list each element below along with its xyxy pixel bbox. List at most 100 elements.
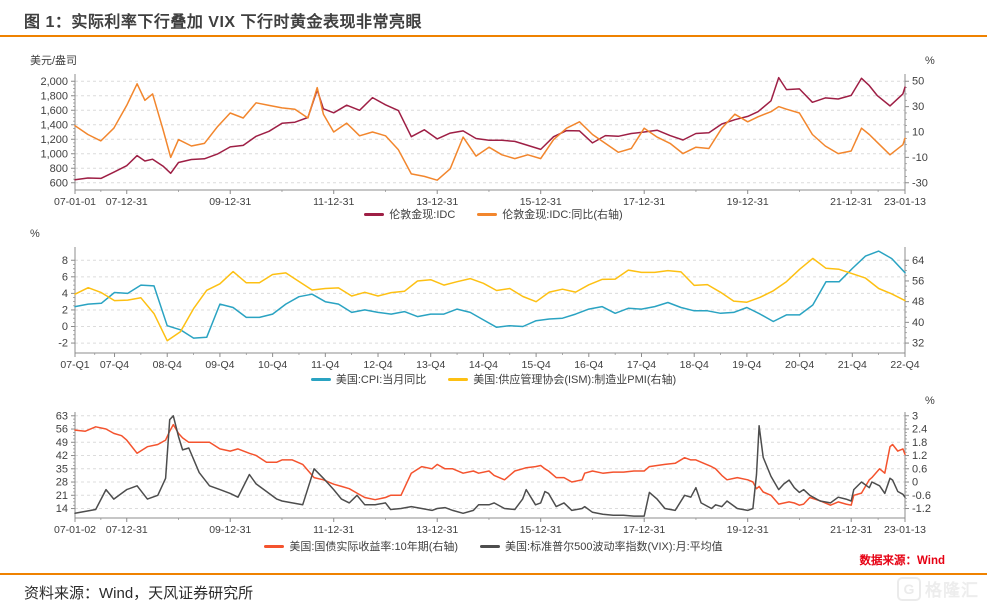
gold-chart-legend: 伦敦金现:IDC 伦敦金现:IDC:同比(右轴) bbox=[0, 206, 987, 222]
svg-text:600: 600 bbox=[50, 177, 68, 189]
svg-text:23-01-13: 23-01-13 bbox=[884, 196, 926, 208]
legend-label: 美国:供应管理协会(ISM):制造业PMI(右轴) bbox=[473, 374, 677, 386]
legend-item: 美国:国债实际收益率:10年期(右轴) bbox=[264, 538, 458, 554]
footer-source-text: 资料来源：Wind，天风证券研究所 bbox=[24, 585, 254, 602]
svg-text:14: 14 bbox=[56, 503, 68, 515]
svg-text:40: 40 bbox=[912, 317, 924, 329]
svg-text:13-12-31: 13-12-31 bbox=[416, 524, 458, 536]
cpi-pmi-legend: 美国:CPI:当月同比 美国:供应管理协会(ISM):制造业PMI(右轴) bbox=[0, 371, 987, 387]
svg-text:11-12-31: 11-12-31 bbox=[313, 524, 354, 536]
legend-label: 美国:CPI:当月同比 bbox=[335, 374, 427, 386]
svg-text:32: 32 bbox=[912, 338, 924, 350]
svg-text:15-Q4: 15-Q4 bbox=[522, 359, 551, 371]
svg-text:0.6: 0.6 bbox=[912, 463, 927, 475]
svg-text:0: 0 bbox=[912, 477, 918, 489]
svg-text:17-12-31: 17-12-31 bbox=[623, 196, 665, 208]
legend-swatch bbox=[480, 544, 501, 548]
gold-price-yoy-chart: 600 800 1,000 1,200 1,400 1,600 1,800 2,000 -30 -… bbox=[30, 53, 935, 208]
svg-text:07-Q4: 07-Q4 bbox=[100, 359, 129, 371]
svg-text:-1.2: -1.2 bbox=[912, 503, 931, 515]
svg-text:19-Q4: 19-Q4 bbox=[732, 359, 761, 371]
svg-text:22-Q4: 22-Q4 bbox=[890, 359, 919, 371]
svg-text:07-01-01: 07-01-01 bbox=[54, 196, 96, 208]
svg-text:49: 49 bbox=[56, 437, 68, 449]
svg-text:56: 56 bbox=[56, 424, 68, 436]
svg-text:18-Q4: 18-Q4 bbox=[680, 359, 709, 371]
svg-text:11-12-31: 11-12-31 bbox=[313, 196, 354, 208]
svg-text:1.8: 1.8 bbox=[912, 437, 927, 449]
svg-text:3: 3 bbox=[912, 410, 918, 422]
svg-text:1,200: 1,200 bbox=[40, 134, 68, 146]
svg-text:64: 64 bbox=[912, 255, 924, 267]
gelonghui-logo-text: 格隆汇 bbox=[925, 581, 979, 600]
svg-text:63: 63 bbox=[56, 410, 68, 422]
svg-text:美元/盎司: 美元/盎司 bbox=[30, 53, 77, 67]
legend-item: 伦敦金现:IDC bbox=[364, 206, 455, 222]
svg-text:10-Q4: 10-Q4 bbox=[258, 359, 287, 371]
svg-text:2: 2 bbox=[62, 304, 68, 316]
legend-label: 美国:国债实际收益率:10年期(右轴) bbox=[289, 541, 459, 553]
svg-text:09-12-31: 09-12-31 bbox=[209, 524, 251, 536]
svg-text:-0.6: -0.6 bbox=[912, 490, 931, 502]
svg-text:30: 30 bbox=[912, 101, 924, 113]
svg-text:%: % bbox=[925, 55, 935, 67]
legend-label: 美国:标准普尔500波动率指数(VIX):月:平均值 bbox=[505, 541, 723, 553]
svg-text:17-Q4: 17-Q4 bbox=[627, 359, 656, 371]
svg-text:07-01-02: 07-01-02 bbox=[54, 524, 96, 536]
svg-text:2.4: 2.4 bbox=[912, 424, 927, 436]
bottom-divider bbox=[0, 573, 987, 575]
svg-text:15-12-31: 15-12-31 bbox=[520, 196, 562, 208]
svg-text:23-01-13: 23-01-13 bbox=[884, 524, 926, 536]
data-source-note: 数据来源：Wind bbox=[859, 555, 946, 567]
svg-text:19-12-31: 19-12-31 bbox=[727, 524, 769, 536]
svg-text:%: % bbox=[30, 228, 40, 240]
svg-text:21: 21 bbox=[56, 490, 68, 502]
gelonghui-watermark: G 格隆汇 bbox=[897, 576, 979, 601]
svg-text:19-12-31: 19-12-31 bbox=[727, 196, 769, 208]
legend-swatch bbox=[364, 212, 385, 216]
svg-text:6: 6 bbox=[62, 271, 68, 283]
legend-item: 美国:标准普尔500波动率指数(VIX):月:平均值 bbox=[480, 538, 723, 554]
svg-text:17-12-31: 17-12-31 bbox=[623, 524, 665, 536]
svg-text:42: 42 bbox=[56, 450, 68, 462]
svg-text:20-Q4: 20-Q4 bbox=[785, 359, 814, 371]
legend-swatch bbox=[448, 377, 469, 381]
legend-swatch bbox=[264, 544, 285, 548]
svg-text:1.2: 1.2 bbox=[912, 450, 927, 462]
svg-text:0: 0 bbox=[62, 321, 68, 333]
svg-text:12-Q4: 12-Q4 bbox=[363, 359, 392, 371]
svg-text:4: 4 bbox=[62, 288, 68, 300]
svg-text:10: 10 bbox=[912, 127, 924, 139]
svg-text:1,800: 1,800 bbox=[40, 90, 68, 102]
svg-text:-2: -2 bbox=[58, 338, 68, 350]
svg-text:21-12-31: 21-12-31 bbox=[830, 524, 872, 536]
svg-text:11-Q4: 11-Q4 bbox=[311, 359, 340, 371]
yield-vix-legend: 美国:国债实际收益率:10年期(右轴) 美国:标准普尔500波动率指数(VIX):… bbox=[0, 538, 987, 554]
svg-text:56: 56 bbox=[912, 275, 924, 287]
figure-title: 图 1：实际利率下行叠加 VIX 下行时黄金表现非常亮眼 bbox=[24, 14, 423, 31]
svg-text:-10: -10 bbox=[912, 152, 928, 164]
svg-text:09-12-31: 09-12-31 bbox=[209, 196, 251, 208]
svg-text:1,600: 1,600 bbox=[40, 105, 68, 117]
svg-text:13-12-31: 13-12-31 bbox=[416, 196, 458, 208]
top-divider bbox=[0, 35, 987, 37]
svg-text:2,000: 2,000 bbox=[40, 76, 68, 88]
legend-item: 美国:CPI:当月同比 bbox=[310, 371, 427, 387]
svg-text:07-12-31: 07-12-31 bbox=[106, 196, 148, 208]
svg-text:%: % bbox=[925, 395, 935, 407]
svg-text:14-Q4: 14-Q4 bbox=[469, 359, 498, 371]
gelonghui-logo-icon: G bbox=[897, 576, 921, 601]
svg-text:09-Q4: 09-Q4 bbox=[205, 359, 234, 371]
legend-swatch bbox=[310, 377, 331, 381]
svg-text:-30: -30 bbox=[912, 177, 928, 189]
legend-item: 伦敦金现:IDC:同比(右轴) bbox=[477, 206, 623, 222]
svg-text:07-Q1: 07-Q1 bbox=[60, 359, 89, 371]
svg-text:28: 28 bbox=[56, 477, 68, 489]
legend-item: 美国:供应管理协会(ISM):制造业PMI(右轴) bbox=[448, 371, 676, 387]
svg-text:1,000: 1,000 bbox=[40, 148, 68, 160]
svg-text:48: 48 bbox=[912, 296, 924, 308]
svg-text:13-Q4: 13-Q4 bbox=[416, 359, 445, 371]
svg-text:1,400: 1,400 bbox=[40, 119, 68, 131]
